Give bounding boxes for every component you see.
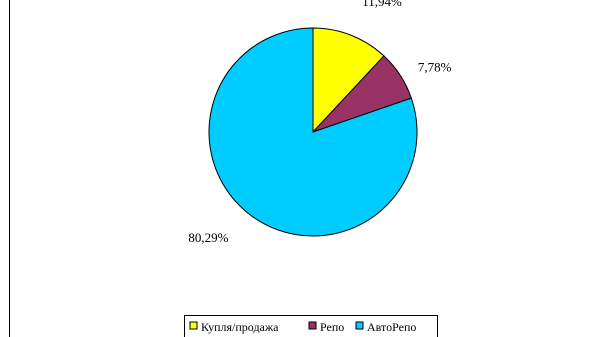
legend-swatch-kuplya-prodazha	[189, 321, 198, 330]
data-label-kuplya-prodazha: 11,94%	[362, 0, 402, 9]
data-label-repo: 7,78%	[418, 60, 452, 75]
pie-slices	[208, 27, 418, 237]
legend: Купля/продажа Репо АвтоРепо	[184, 315, 438, 337]
legend-label-repo: Репо	[320, 320, 344, 334]
pie-slice-avtorepo	[208, 27, 418, 237]
legend-swatch-repo	[308, 321, 317, 330]
legend-label-kuplya-prodazha: Купля/продажа	[201, 320, 279, 334]
pie-slice-kuplya-prodazha	[312, 27, 385, 134]
legend-label-avtorepo: АвтоРепо	[367, 320, 416, 334]
data-label-avtorepo: 80,29%	[188, 230, 228, 245]
legend-swatch-avtorepo	[355, 321, 364, 330]
